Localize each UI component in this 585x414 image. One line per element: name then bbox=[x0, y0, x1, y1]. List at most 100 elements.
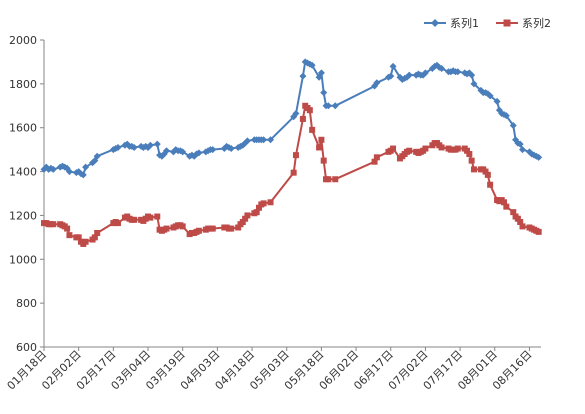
series-1-point bbox=[195, 149, 203, 157]
y-tick-labels: 600 800 1000 1200 1400 1600 1800 2000 bbox=[9, 34, 44, 354]
series-2-point bbox=[209, 225, 216, 232]
series-2-point bbox=[390, 145, 397, 152]
series-2-point bbox=[470, 166, 477, 173]
series-2-point bbox=[466, 151, 473, 158]
series-2 bbox=[41, 102, 542, 247]
series-1-point bbox=[320, 89, 328, 97]
series-2-point bbox=[318, 136, 325, 143]
series-1-point bbox=[49, 165, 57, 173]
series-2-point bbox=[75, 234, 82, 241]
series-1-point bbox=[421, 69, 429, 77]
series-2-point bbox=[422, 145, 429, 152]
legend: 系列1 系列2 bbox=[424, 16, 551, 30]
series-2-point bbox=[373, 154, 380, 161]
series-2-point bbox=[292, 152, 299, 159]
series-1-point bbox=[454, 68, 462, 76]
series-2-point bbox=[179, 223, 186, 230]
series-2-point bbox=[332, 176, 339, 183]
series-2-point bbox=[482, 168, 489, 175]
series-2-point bbox=[290, 169, 297, 176]
legend-item-2: 系列2 bbox=[496, 16, 551, 30]
series-2-point bbox=[519, 223, 526, 230]
plot-area bbox=[40, 58, 543, 247]
series-2-point bbox=[468, 157, 475, 164]
series-1-point bbox=[535, 153, 543, 161]
x-tick-labels: 01月18日02月02日02月17日03月04日03月19日04月03日04月1… bbox=[5, 347, 535, 392]
y-tick-label: 600 bbox=[16, 341, 37, 354]
y-tick-label: 1800 bbox=[9, 78, 37, 91]
series-2-point bbox=[299, 115, 306, 122]
series-2-point bbox=[503, 203, 510, 210]
series-1-point bbox=[519, 146, 527, 154]
series-2-point bbox=[464, 147, 471, 154]
series-2-point bbox=[239, 219, 246, 226]
y-tick-label: 1000 bbox=[9, 253, 37, 266]
series-2-point bbox=[154, 213, 161, 220]
legend-item-1: 系列1 bbox=[424, 16, 479, 30]
series-2-point bbox=[454, 145, 461, 152]
series-1-point bbox=[93, 152, 101, 160]
series-2-point bbox=[438, 144, 445, 151]
series-1-point bbox=[243, 137, 251, 145]
series-2-point bbox=[253, 209, 260, 216]
series-2-point bbox=[163, 225, 170, 232]
series-1-point bbox=[331, 102, 339, 110]
y-tick-label: 800 bbox=[16, 297, 37, 310]
series-2-point bbox=[535, 228, 542, 235]
y-tick-label: 1600 bbox=[9, 122, 37, 135]
legend-swatch-marker bbox=[431, 19, 439, 27]
legend-label: 系列2 bbox=[522, 16, 551, 30]
series-2-point bbox=[325, 176, 332, 183]
series-1-point bbox=[179, 148, 187, 156]
series-1-point bbox=[438, 65, 446, 73]
series-1-point bbox=[470, 80, 478, 88]
y-tick-label: 2000 bbox=[9, 34, 37, 47]
series-2-point bbox=[501, 199, 508, 206]
series-1-point bbox=[389, 62, 397, 70]
series-1-point bbox=[405, 71, 413, 79]
series-1-point bbox=[317, 69, 325, 77]
series-1-point bbox=[468, 71, 476, 79]
series-1-point bbox=[227, 145, 235, 153]
series-2-point bbox=[487, 181, 494, 188]
series-2-point bbox=[235, 224, 242, 231]
series-2-point bbox=[228, 225, 235, 232]
series-2-point bbox=[50, 221, 57, 228]
series-2-point bbox=[131, 216, 138, 223]
series-1-point bbox=[502, 112, 510, 120]
series-1-point bbox=[493, 97, 501, 105]
series-2-point bbox=[242, 215, 249, 222]
series-1-point bbox=[79, 171, 87, 179]
series-1-point bbox=[146, 141, 154, 149]
series-2-point bbox=[64, 225, 71, 232]
series-2-point bbox=[306, 107, 313, 114]
series-1-point bbox=[163, 147, 171, 155]
series-1-point bbox=[65, 168, 73, 176]
series-1-point bbox=[509, 122, 517, 130]
series-1-line bbox=[43, 60, 540, 176]
series-2-point bbox=[517, 219, 524, 226]
series-1-point bbox=[292, 109, 300, 117]
series-1-point bbox=[373, 79, 381, 87]
series-2-point bbox=[267, 199, 274, 206]
series-2-point bbox=[244, 212, 251, 219]
series-1-point bbox=[299, 72, 307, 80]
series-1-point bbox=[387, 72, 395, 80]
series-2-point bbox=[309, 126, 316, 133]
series-2-point bbox=[114, 220, 121, 227]
series-1-point bbox=[486, 92, 494, 100]
series-1-point bbox=[308, 61, 316, 69]
series-1-point bbox=[114, 143, 122, 151]
series-2-point bbox=[510, 209, 517, 216]
series-2-point bbox=[371, 158, 378, 165]
y-tick-label: 1400 bbox=[9, 166, 37, 179]
series-2-point bbox=[66, 232, 73, 239]
series-1-point bbox=[130, 143, 138, 151]
series-1-point bbox=[324, 102, 332, 110]
y-tick-label: 1200 bbox=[9, 209, 37, 222]
series-2-point bbox=[94, 229, 101, 236]
series-2-point bbox=[316, 144, 323, 151]
series-2-point bbox=[514, 215, 521, 222]
series-1-point bbox=[267, 136, 275, 144]
